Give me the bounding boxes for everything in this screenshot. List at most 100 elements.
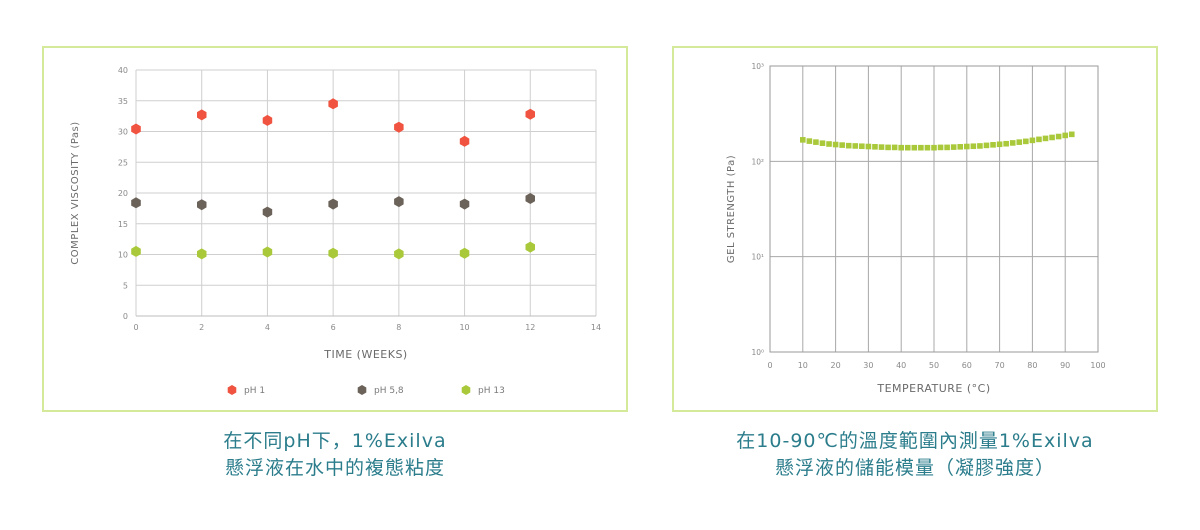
- x-tick-label: 4: [265, 323, 270, 332]
- data-point: [885, 144, 891, 151]
- data-point: [525, 108, 535, 120]
- data-point: [865, 143, 872, 150]
- data-point: [839, 142, 845, 148]
- viscosity-chart-panel: 0 5 10 15 20 25 30 35 40 0 2 4 6 8 10 12 14 TIME (WEEKS) C…: [42, 46, 628, 412]
- y-axis-label: COMPLEX VISCOSITY (Pas): [70, 121, 81, 264]
- gel-strength-caption-line1: 在10-90℃的溫度範圍內測量1%Exilva: [736, 430, 1094, 452]
- data-point: [983, 142, 990, 149]
- viscosity-chart: 0 5 10 15 20 25 30 35 40 0 2 4 6 8 10 12 14 TIME (WEEKS) C…: [70, 66, 601, 396]
- data-point: [800, 137, 806, 143]
- data-point: [806, 138, 813, 144]
- data-point: [328, 98, 338, 110]
- x-tick-label: 20: [831, 361, 841, 370]
- viscosity-caption-line1: 在不同pH下，1%Exilva: [223, 430, 447, 452]
- data-point: [1055, 133, 1062, 140]
- legend-marker: [461, 385, 471, 395]
- x-axis-label: TEMPERATURE (°C): [876, 382, 990, 395]
- data-point: [990, 142, 996, 148]
- data-point: [131, 197, 141, 209]
- legend-label: pH 13: [478, 386, 505, 396]
- data-point: [924, 144, 931, 151]
- data-point: [996, 141, 1003, 148]
- y-tick-label: 10¹: [751, 253, 764, 262]
- x-tick-label: 0: [767, 361, 772, 370]
- y-tick-label: 15: [118, 220, 128, 229]
- legend-label: pH 1: [244, 386, 265, 396]
- x-tick-label: 2: [199, 323, 204, 332]
- x-tick-label: 60: [962, 361, 972, 370]
- legend-label: pH 5,8: [374, 386, 404, 396]
- x-tick-label: 50: [929, 361, 939, 370]
- data-point: [262, 206, 273, 218]
- data-point: [813, 139, 819, 145]
- data-point: [328, 198, 338, 210]
- y-tick-label: 30: [118, 128, 128, 137]
- data-point: [1049, 134, 1055, 141]
- x-tick-label: 6: [331, 323, 336, 332]
- data-point: [891, 144, 898, 151]
- data-point: [525, 241, 535, 253]
- x-tick-label: 0: [133, 323, 138, 332]
- data-point: [262, 114, 273, 126]
- data-point: [918, 144, 924, 151]
- x-tick-label: 70: [995, 361, 1005, 370]
- data-point: [1016, 139, 1023, 145]
- y-tick-label: 0: [123, 312, 128, 321]
- data-point: [826, 141, 832, 147]
- data-point: [931, 144, 937, 151]
- viscosity-caption-line2: 懸浮液在水中的複態粘度: [224, 457, 445, 479]
- data-point: [394, 248, 404, 260]
- x-tick-label: 80: [1027, 361, 1037, 370]
- y-tick-label: 10²: [751, 157, 764, 166]
- data-point: [197, 109, 207, 121]
- gel-strength-caption-line2: 懸浮液的儲能模量（凝膠強度）: [774, 457, 1055, 479]
- data-point: [459, 135, 470, 147]
- y-tick-label: 20: [118, 189, 128, 198]
- x-tick-label: 30: [863, 361, 873, 370]
- x-tick-label: 90: [1060, 361, 1070, 370]
- data-point: [1062, 132, 1068, 139]
- data-point: [131, 123, 141, 135]
- data-point: [131, 245, 141, 257]
- data-point: [859, 143, 865, 150]
- data-point: [1023, 138, 1029, 145]
- data-point: [1029, 137, 1036, 144]
- x-tick-label: 40: [896, 361, 906, 370]
- y-tick-label: 40: [118, 66, 128, 75]
- data-point: [328, 247, 338, 259]
- data-point: [964, 143, 970, 150]
- data-point: [832, 141, 839, 148]
- gel-strength-chart: 10⁰ 10¹ 10² 10³ 0 10 20 30 40 50 60 70 80 90 100 TEMPER…: [726, 62, 1106, 395]
- data-point: [1036, 136, 1042, 143]
- data-point: [197, 199, 207, 211]
- y-tick-label: 10: [118, 251, 128, 260]
- y-tick-label: 35: [118, 97, 128, 106]
- data-point: [394, 121, 404, 133]
- y-tick-label: 25: [118, 158, 128, 167]
- data-point: [957, 144, 964, 150]
- data-point: [904, 144, 911, 151]
- viscosity-caption: 在不同pH下，1%Exilva 懸浮液在水中的複態粘度: [42, 428, 628, 482]
- data-point: [852, 143, 859, 149]
- data-point: [525, 193, 535, 204]
- data-point: [459, 198, 470, 210]
- y-axis-label: GEL STRENGTH (Pa): [726, 155, 737, 263]
- x-tick-label: 10: [459, 323, 469, 332]
- data-point: [944, 144, 950, 151]
- y-tick-label: 10³: [751, 62, 764, 71]
- x-tick-label: 10: [798, 361, 808, 370]
- y-tick-label: 5: [123, 281, 128, 290]
- data-point: [950, 144, 957, 150]
- data-point: [1003, 140, 1009, 147]
- data-point: [845, 142, 852, 149]
- x-tick-label: 8: [396, 323, 401, 332]
- x-tick-label: 100: [1090, 361, 1105, 370]
- data-point: [1009, 140, 1016, 146]
- data-point: [937, 144, 944, 151]
- x-tick-label: 12: [525, 323, 535, 332]
- data-point: [394, 196, 404, 208]
- x-tick-label: 14: [591, 323, 601, 332]
- data-point: [262, 246, 273, 258]
- data-point: [1068, 131, 1075, 138]
- data-point: [872, 144, 878, 150]
